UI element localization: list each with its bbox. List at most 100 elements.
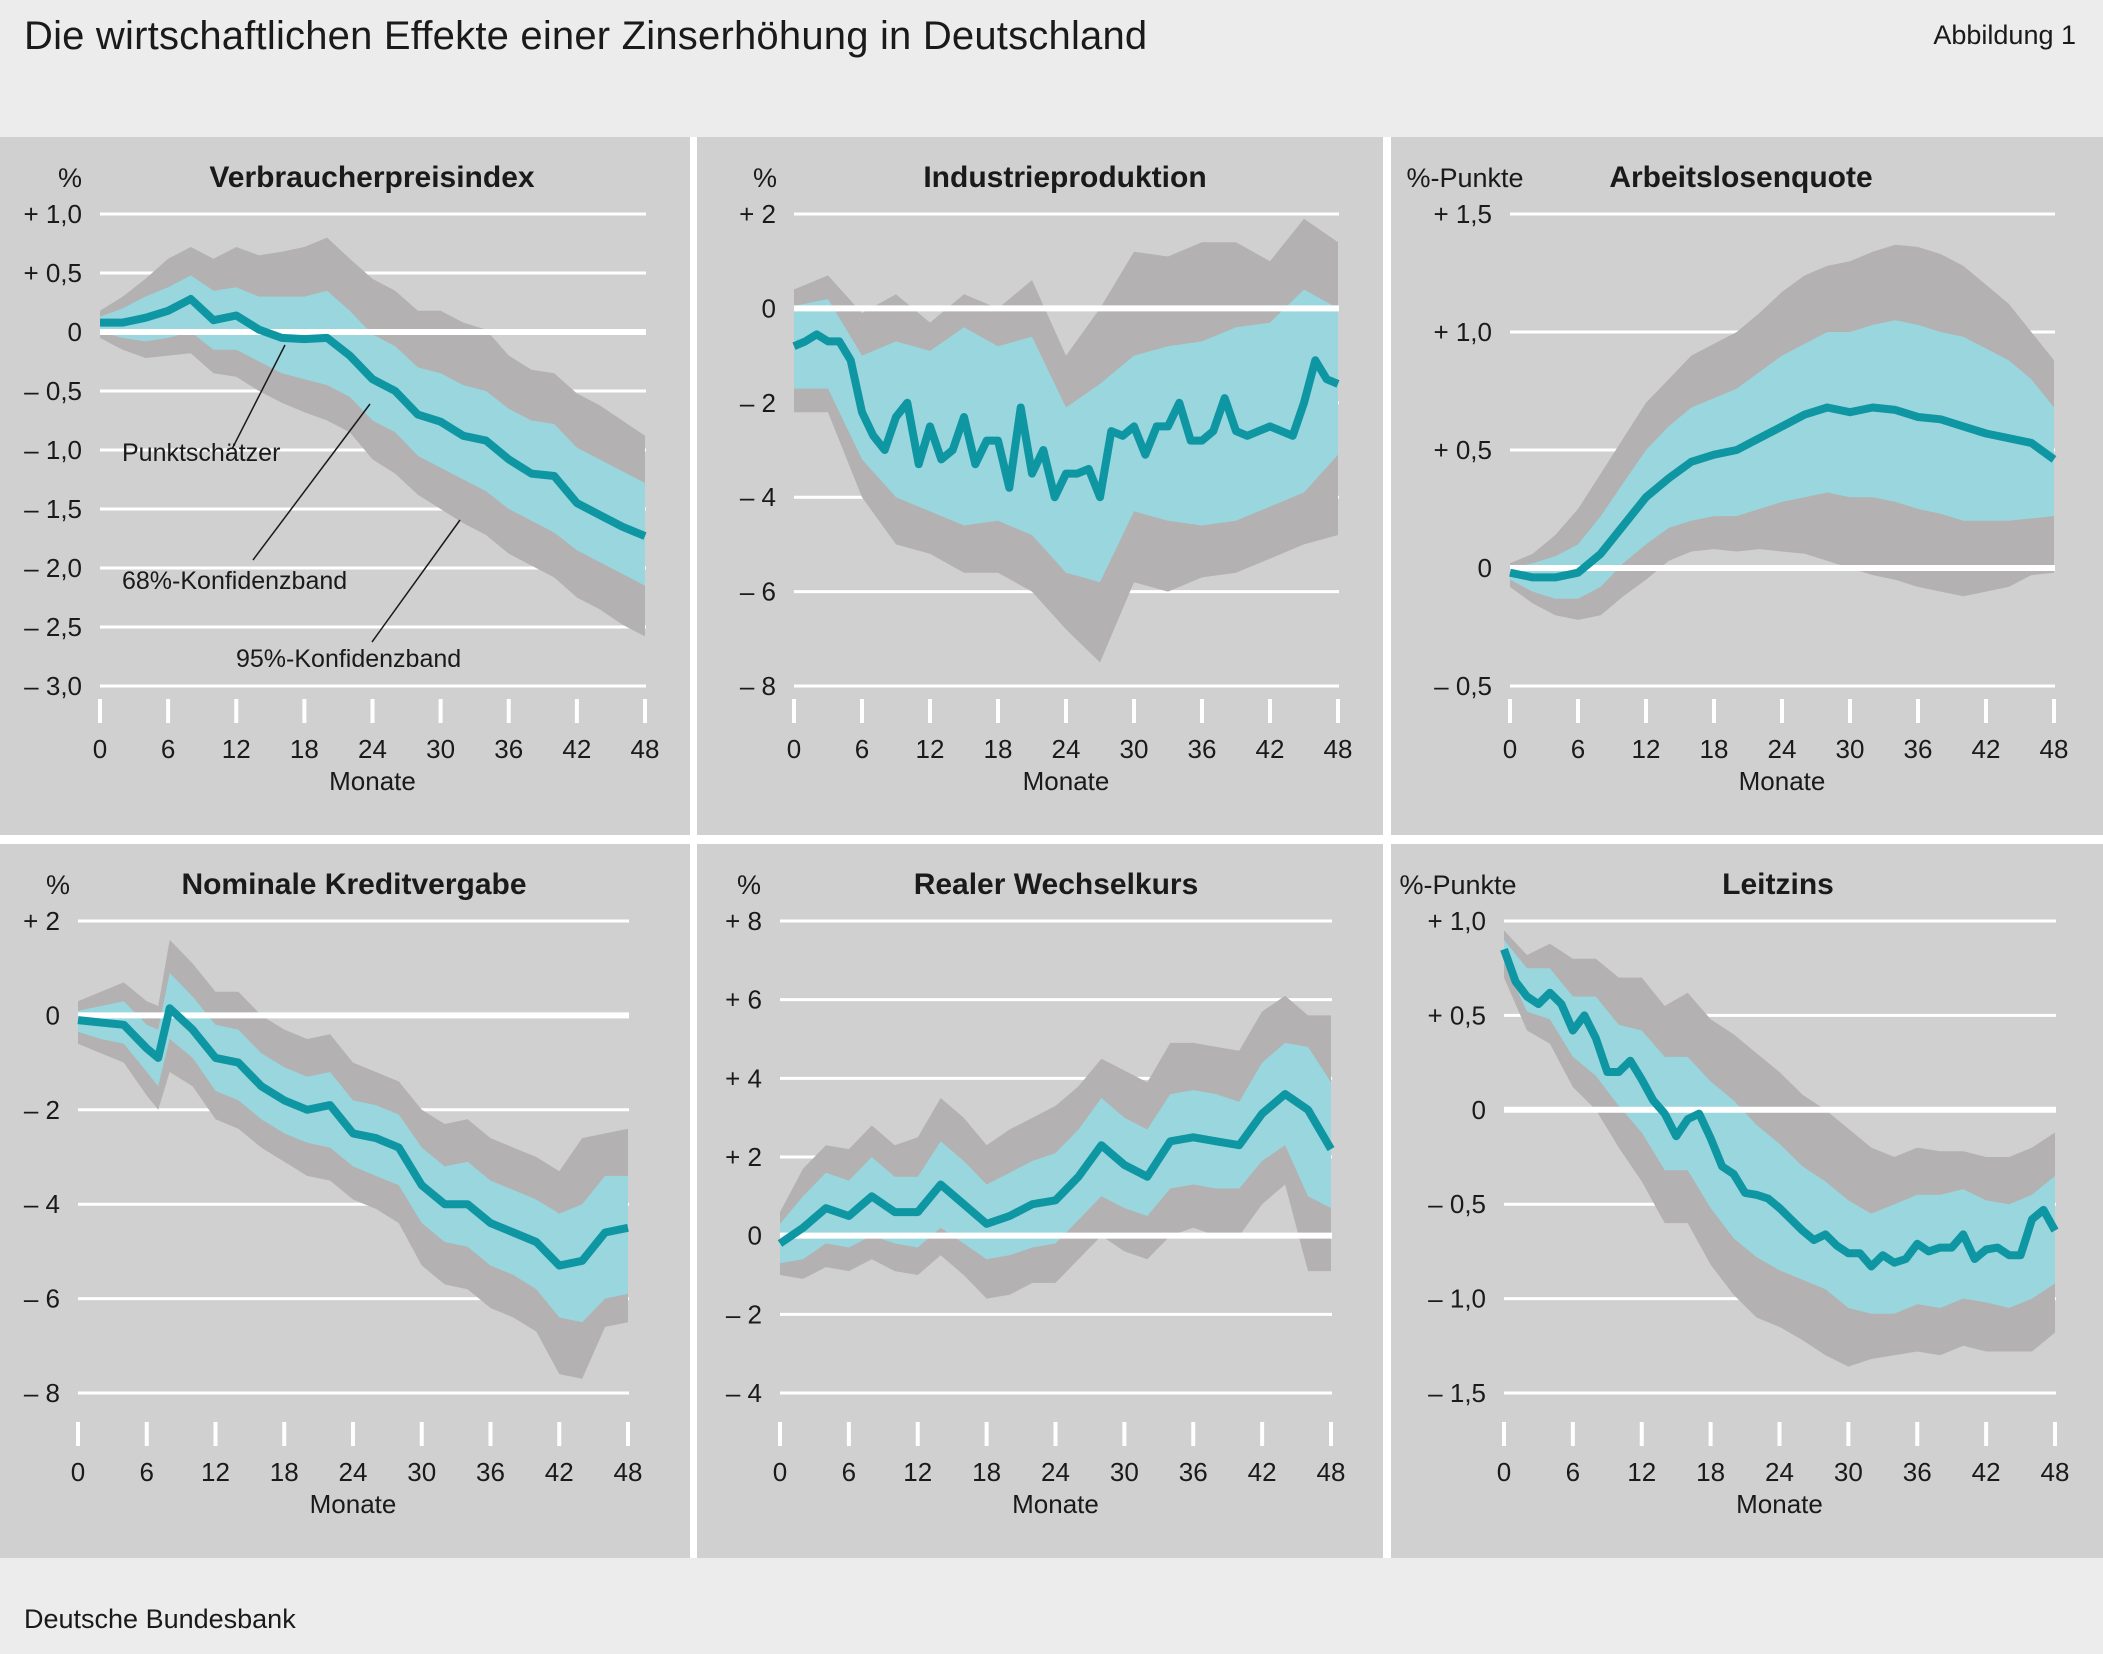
y-tick-label: – 2,0 bbox=[24, 553, 82, 583]
y-tick-label: + 2 bbox=[23, 906, 60, 936]
y-tick-label: – 4 bbox=[726, 1378, 762, 1408]
x-tick-label: 42 bbox=[562, 734, 591, 764]
y-tick-label: – 2 bbox=[740, 388, 776, 418]
y-tick-label: + 2 bbox=[725, 1142, 762, 1172]
y-tick-label: + 6 bbox=[725, 985, 762, 1015]
x-tick-label: 12 bbox=[916, 734, 945, 764]
x-tick-label: 42 bbox=[1248, 1457, 1277, 1487]
x-tick-label: 24 bbox=[1765, 1457, 1794, 1487]
y-tick-label: – 0,5 bbox=[1428, 1189, 1486, 1219]
panel-verbraucherpreisindex: + 1,0 + 0,5 0 – 0,5 – 1,0 – 1,5 – 2,0 – 2,5 – 3,… bbox=[0, 137, 690, 835]
x-tick-label: 24 bbox=[1768, 734, 1797, 764]
y-tick-label: + 8 bbox=[725, 906, 762, 936]
x-tick-label: 36 bbox=[494, 734, 523, 764]
x-tick-label: 48 bbox=[2040, 734, 2069, 764]
y-tick-label: – 0,5 bbox=[24, 376, 82, 406]
x-tick-label: 0 bbox=[1497, 1457, 1511, 1487]
x-tick-label: 42 bbox=[1972, 1457, 2001, 1487]
x-tick-label: 36 bbox=[1188, 734, 1217, 764]
series-line-punktschaetzer bbox=[777, 1090, 1335, 1247]
x-tick-label: 36 bbox=[1904, 734, 1933, 764]
y-tick-label: 0 bbox=[68, 317, 82, 347]
y-tick-label: – 1,5 bbox=[1428, 1378, 1486, 1408]
y-unit-label: % bbox=[58, 163, 82, 193]
series-line-punktschaetzer bbox=[1500, 947, 2059, 1271]
chart-title: Leitzins bbox=[1722, 868, 1834, 901]
y-tick-label: 0 bbox=[1478, 553, 1492, 583]
y-tick-label: – 0,5 bbox=[1434, 671, 1492, 701]
x-tick-label: 36 bbox=[1179, 1457, 1208, 1487]
x-tick-label: 30 bbox=[426, 734, 455, 764]
y-unit-label: % bbox=[753, 163, 777, 193]
x-tick-label: 12 bbox=[1632, 734, 1661, 764]
y-tick-label: – 2,5 bbox=[24, 612, 82, 642]
panel-arbeitslosenquote: + 1,5 + 1,0 + 0,5 0 – 0,5 0 6 12 18 24 30 36 42 48 Mon… bbox=[1391, 137, 2103, 835]
x-tick-label: 42 bbox=[1972, 734, 2001, 764]
y-tick-label: – 4 bbox=[24, 1189, 60, 1219]
band-68 bbox=[1510, 320, 2054, 599]
x-axis-title: Monate bbox=[310, 1489, 397, 1519]
panel-leitzins: + 1,0 + 0,5 0 – 0,5 – 1,0 – 1,5 0 6 12 18 24 30 36 42… bbox=[1391, 844, 2103, 1558]
x-tick-label: 0 bbox=[1503, 734, 1517, 764]
x-tick-label: 48 bbox=[1324, 734, 1353, 764]
x-tick-label: 6 bbox=[161, 734, 175, 764]
chart-title: Verbraucherpreisindex bbox=[209, 161, 534, 194]
y-tick-label: + 1,0 bbox=[23, 199, 82, 229]
y-tick-label: + 1,0 bbox=[1433, 317, 1492, 347]
x-tick-label: 48 bbox=[2041, 1457, 2070, 1487]
y-unit-label: % bbox=[737, 870, 761, 900]
y-tick-label: 0 bbox=[748, 1221, 762, 1251]
y-tick-label: + 2 bbox=[739, 199, 776, 229]
x-tick-label: 30 bbox=[407, 1457, 436, 1487]
x-axis-title: Monate bbox=[1736, 1489, 1823, 1519]
chart-grid: + 1,0 + 0,5 0 – 0,5 – 1,0 – 1,5 – 2,0 – 2,5 – 3,… bbox=[0, 137, 2103, 1558]
x-tick-label: 18 bbox=[290, 734, 319, 764]
chart-svg: + 1,0 + 0,5 0 – 0,5 – 1,0 – 1,5 0 6 12 18 24 30 36 42… bbox=[1399, 868, 2070, 1519]
band-68 bbox=[1504, 939, 2055, 1314]
y-unit-label: %-Punkte bbox=[1406, 163, 1523, 193]
x-tick-label: 24 bbox=[358, 734, 387, 764]
chart-title: Nominale Kreditvergabe bbox=[181, 868, 526, 901]
y-tick-label: 0 bbox=[46, 1000, 60, 1030]
y-tick-label: – 1,0 bbox=[1428, 1284, 1486, 1314]
x-tick-label: 6 bbox=[855, 734, 869, 764]
panel-industrieproduktion: + 2 0 – 2 – 4 – 6 – 8 0 6 12 18 24 30 36 42 48 Monate% I… bbox=[697, 137, 1383, 835]
y-tick-label: 0 bbox=[762, 293, 776, 323]
series-line-punktschaetzer bbox=[1509, 403, 2057, 582]
header: Die wirtschaftlichen Effekte einer Zinse… bbox=[0, 0, 2103, 135]
x-axis-title: Monate bbox=[329, 766, 416, 796]
annotation-leader-line bbox=[231, 344, 286, 450]
annotation-leader-line bbox=[252, 403, 371, 561]
panel-nominale-kreditvergabe: + 2 0 – 2 – 4 – 6 – 8 0 6 12 18 24 30 36 42 48 Monate% N… bbox=[0, 844, 690, 1558]
x-tick-label: 42 bbox=[1256, 734, 1285, 764]
footer: Deutsche Bundesbank bbox=[0, 1562, 2103, 1654]
x-tick-label: 18 bbox=[1700, 734, 1729, 764]
y-tick-label: – 6 bbox=[24, 1284, 60, 1314]
x-tick-label: 6 bbox=[1571, 734, 1585, 764]
x-axis-title: Monate bbox=[1012, 1489, 1099, 1519]
y-tick-label: – 1,0 bbox=[24, 435, 82, 465]
x-tick-label: 30 bbox=[1110, 1457, 1139, 1487]
y-tick-label: + 1,5 bbox=[1433, 199, 1492, 229]
band-68 bbox=[794, 289, 1338, 583]
source-label: Deutsche Bundesbank bbox=[24, 1604, 296, 1634]
x-tick-label: 18 bbox=[984, 734, 1013, 764]
y-tick-label: + 1,0 bbox=[1427, 906, 1486, 936]
chart-title: Industrieproduktion bbox=[923, 161, 1206, 194]
y-tick-label: – 8 bbox=[740, 671, 776, 701]
y-tick-label: + 0,5 bbox=[23, 258, 82, 288]
series-line-punktschaetzer bbox=[77, 1004, 629, 1270]
x-tick-label: 48 bbox=[631, 734, 660, 764]
y-tick-label: – 6 bbox=[740, 577, 776, 607]
x-axis-title: Monate bbox=[1023, 766, 1110, 796]
annotation-leader-line bbox=[371, 519, 461, 643]
chart-svg: + 1,5 + 1,0 + 0,5 0 – 0,5 0 6 12 18 24 30 36 42 48 Mon… bbox=[1406, 161, 2069, 796]
x-tick-label: 6 bbox=[842, 1457, 856, 1487]
y-tick-label: – 1,5 bbox=[24, 494, 82, 524]
annotation-label: Punktschätzer bbox=[122, 439, 280, 467]
chart-svg: + 2 0 – 2 – 4 – 6 – 8 0 6 12 18 24 30 36 42 48 Monate% I… bbox=[739, 161, 1353, 796]
chart-svg: + 8 + 6 + 4 + 2 0 – 2 – 4 0 6 12 18 24 30 36 42 48 Monat… bbox=[725, 868, 1345, 1519]
chart-title: Arbeitslosenquote bbox=[1609, 161, 1872, 194]
y-tick-label: – 8 bbox=[24, 1378, 60, 1408]
page-title: Die wirtschaftlichen Effekte einer Zinse… bbox=[24, 14, 1148, 58]
